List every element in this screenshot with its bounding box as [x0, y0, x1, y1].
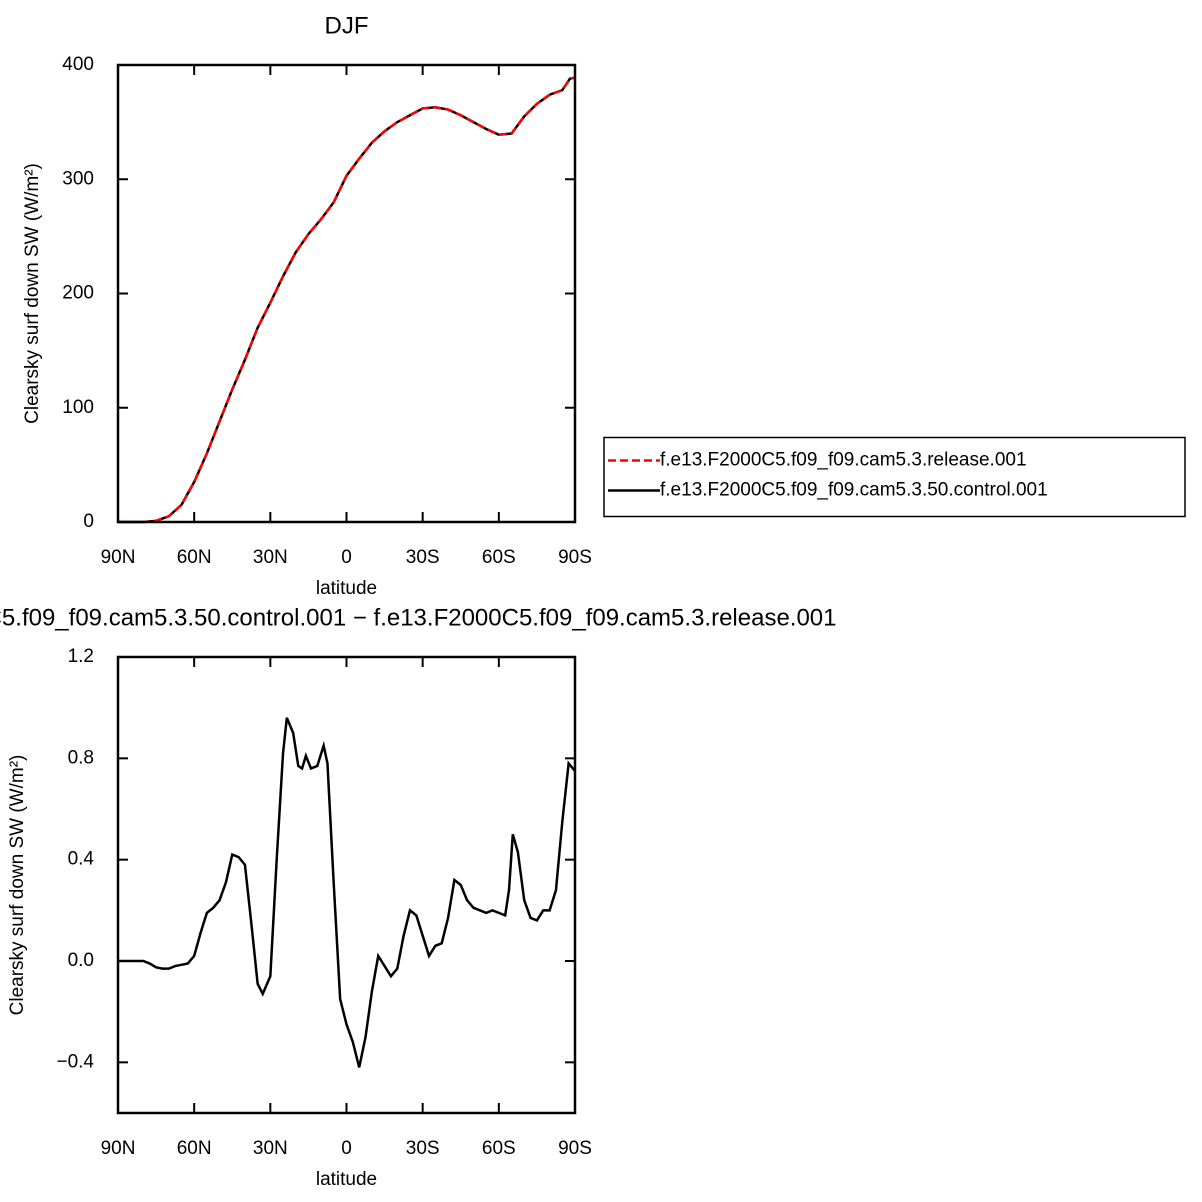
data-line [118, 76, 576, 524]
x-tick-label: 60N [177, 547, 212, 568]
x-tick-label: 60N [177, 1138, 212, 1159]
x-axis-label: latitude [316, 578, 377, 599]
legend-box [603, 436, 1186, 518]
x-tick-label: 90S [558, 547, 592, 568]
y-tick-label: 100 [62, 397, 94, 418]
x-tick-label: 90N [101, 1138, 136, 1159]
x-tick-label: 60S [482, 547, 516, 568]
y-tick-label: 0.0 [68, 950, 94, 971]
y-tick-label: 200 [62, 283, 94, 304]
chart-title: DJF [325, 12, 369, 39]
y-tick-label: −0.4 [56, 1051, 94, 1072]
y-axis-label: Clearsky surf down SW (W/m²) [7, 755, 28, 1016]
legend-label: f.e13.F2000C5.f09_f09.cam5.3.release.001 [660, 450, 1027, 471]
x-tick-label: 30S [406, 1138, 440, 1159]
plot-frame [116, 655, 577, 1115]
y-tick-label: 0.8 [68, 747, 94, 768]
plot-frame [116, 63, 577, 524]
x-axis-label: latitude [316, 1169, 377, 1190]
x-tick-label: 30N [253, 547, 288, 568]
y-tick-label: 300 [62, 168, 94, 189]
data-line [118, 717, 576, 1068]
x-tick-label: 90N [101, 547, 136, 568]
x-tick-label: 30N [253, 1138, 288, 1159]
y-axis-label: Clearsky surf down SW (W/m²) [22, 163, 43, 424]
legend-label: f.e13.F2000C5.f09_f09.cam5.3.50.control.… [660, 480, 1048, 501]
x-tick-label: 0 [341, 1138, 352, 1159]
y-tick-label: 400 [62, 54, 94, 75]
x-tick-label: 30S [406, 547, 440, 568]
x-tick-label: 60S [482, 1138, 516, 1159]
y-tick-label: 0.4 [68, 849, 95, 870]
y-tick-label: 1.2 [68, 646, 94, 667]
data-line [118, 76, 576, 524]
x-tick-label: 90S [558, 1138, 592, 1159]
chart-title: f.e13.F2000C5.f09_f09.cam5.3.50.control.… [0, 604, 837, 631]
y-tick-label: 0 [83, 511, 94, 532]
x-tick-label: 0 [341, 547, 352, 568]
